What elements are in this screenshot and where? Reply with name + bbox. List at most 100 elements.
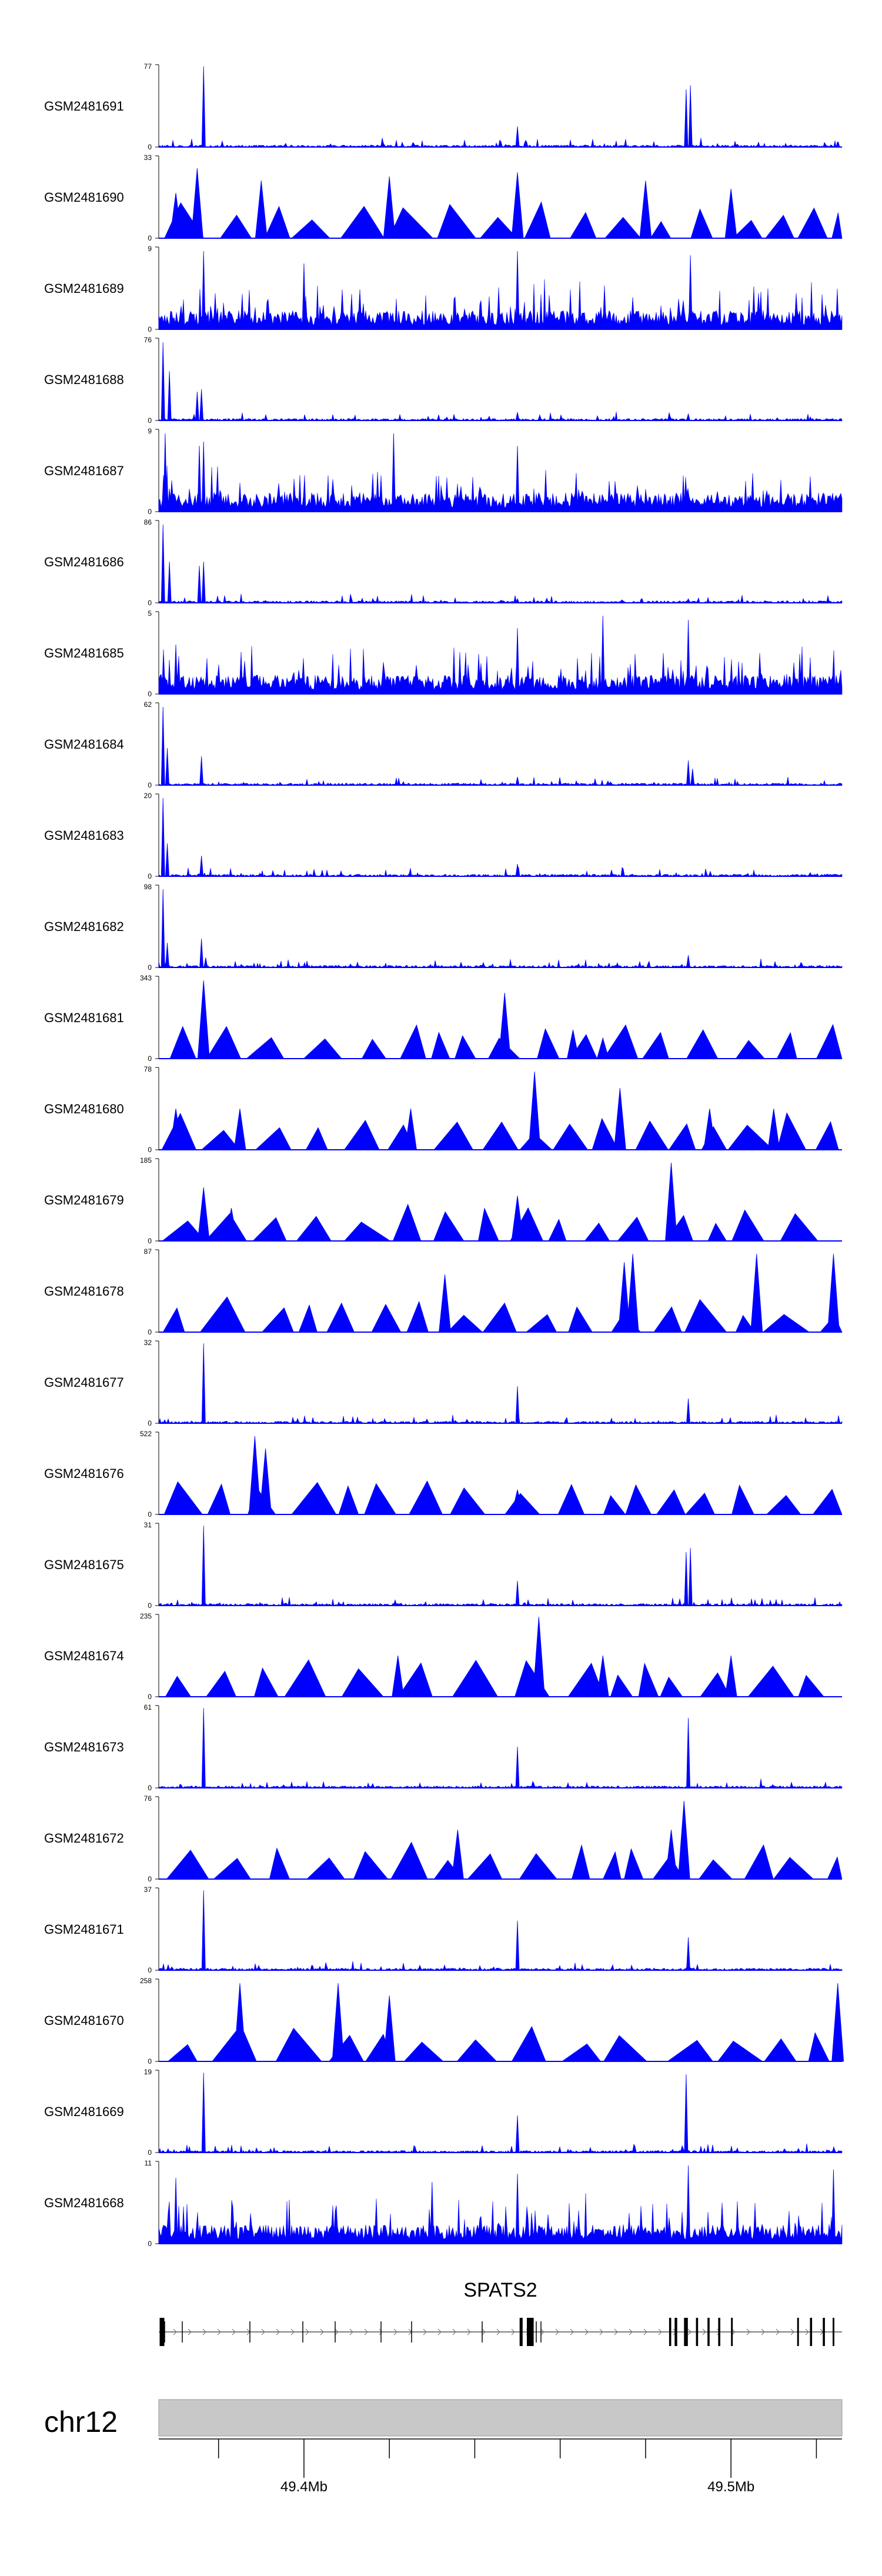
y-axis-min: 0	[148, 2148, 152, 2157]
y-axis-min: 0	[148, 1419, 152, 1427]
y-axis-max: 9	[148, 245, 152, 253]
chromosome-label: chr12	[44, 2405, 118, 2438]
signal-peak	[686, 1717, 690, 1788]
signal-peak	[639, 180, 652, 239]
strand-arrow	[658, 2328, 662, 2335]
track-GSM2481687: GSM2481687 9 0	[44, 427, 843, 516]
signal-peak	[430, 2181, 435, 2244]
track-label: GSM2481673	[44, 1740, 124, 1754]
strand-arrow	[805, 2328, 809, 2335]
track-label: GSM2481681	[44, 1010, 124, 1025]
y-axis-max: 98	[144, 883, 152, 891]
y-axis-max: 62	[144, 700, 152, 709]
strand-arrow	[173, 2328, 177, 2335]
track-GSM2481688: GSM2481688 76 0	[44, 336, 843, 425]
strand-arrow	[335, 2328, 339, 2335]
chromosome-band	[158, 2399, 843, 2437]
signal-peak	[201, 1708, 206, 1788]
signal-peak	[255, 180, 268, 239]
strand-arrow	[467, 2328, 471, 2335]
signal-peak	[528, 1071, 541, 1150]
track-label: GSM2481672	[44, 1831, 124, 1846]
signal-area	[159, 201, 843, 239]
signal-area	[158, 593, 843, 603]
strand-arrow	[261, 2328, 265, 2335]
strand-arrow	[232, 2328, 236, 2335]
signal-peak	[161, 798, 165, 877]
signal-peak	[332, 1983, 345, 2062]
signal-peak	[199, 855, 204, 877]
signal-peak	[161, 706, 165, 786]
track-GSM2481674: GSM2481674 235 0	[44, 1612, 842, 1701]
signal-area	[158, 465, 843, 512]
signal-peak	[498, 992, 511, 1059]
y-axis-min: 0	[148, 1693, 152, 1701]
track-GSM2481669: GSM2481669 19 0	[44, 2068, 843, 2157]
y-axis-min: 0	[148, 1237, 152, 1245]
signal-peak	[248, 1436, 261, 1515]
strand-arrow	[776, 2328, 780, 2335]
strand-arrow	[570, 2328, 574, 2335]
exon	[674, 2318, 677, 2346]
signal-peak	[566, 1029, 579, 1059]
signal-tracks: GSM2481691770GSM2481690330GSM248168990GS…	[44, 62, 844, 2248]
signal-peak	[690, 768, 695, 786]
signal-peak	[750, 1253, 763, 1333]
signal-peak	[532, 1617, 545, 1697]
signal-area	[158, 776, 843, 786]
signal-peak	[831, 1983, 844, 2062]
signal-peak	[302, 263, 306, 330]
track-label: GSM2481678	[44, 1284, 124, 1299]
track-GSM2481679: GSM2481679 185 0	[44, 1156, 842, 1245]
track-GSM2481682: GSM2481682 98 0	[44, 883, 843, 972]
signal-peak	[167, 561, 172, 603]
signal-area	[159, 1659, 842, 1697]
track-label: GSM2481677	[44, 1375, 124, 1390]
track-GSM2481685: GSM2481685 5 0	[44, 609, 843, 698]
y-axis-max: 78	[144, 1065, 152, 1073]
y-axis-max: 11	[145, 2159, 152, 2167]
signal-peak	[515, 251, 520, 330]
signal-peak	[515, 1580, 520, 1606]
track-label: GSM2481676	[44, 1466, 124, 1481]
y-axis-min: 0	[148, 2057, 152, 2066]
track-label: GSM2481683	[44, 828, 124, 843]
signal-peak	[596, 1037, 609, 1059]
strand-arrow	[761, 2328, 765, 2335]
signal-peak	[233, 1983, 246, 2062]
signal-peak	[201, 1526, 206, 1606]
y-axis-min: 0	[148, 963, 152, 972]
strand-arrow	[629, 2328, 633, 2335]
strand-arrow	[393, 2328, 397, 2335]
signal-area	[159, 1841, 843, 1880]
signal-peak	[688, 255, 693, 330]
exon	[527, 2318, 534, 2346]
y-axis-max: 19	[144, 2068, 152, 2076]
signal-peak	[515, 445, 520, 512]
y-axis-min: 0	[148, 1784, 152, 1792]
signal-peak	[201, 561, 206, 603]
y-axis-min: 0	[148, 1146, 152, 1154]
chromosome-ideogram: chr12 49.4Mb 49.5Mb	[44, 2399, 843, 2495]
exon	[718, 2318, 720, 2346]
track-label: GSM2481669	[44, 2104, 124, 2119]
strand-arrow	[217, 2328, 221, 2335]
track-label: GSM2481689	[44, 281, 124, 296]
strand-arrow	[188, 2328, 192, 2335]
y-axis-min: 0	[148, 599, 152, 607]
y-axis-min: 0	[148, 1875, 152, 1883]
signal-peak	[827, 1253, 840, 1333]
signal-peak	[165, 748, 169, 786]
track-label: GSM2481690	[44, 190, 124, 205]
signal-area	[158, 1961, 843, 1971]
signal-peak	[201, 251, 206, 330]
y-axis-min: 0	[148, 2240, 152, 2248]
y-axis-max: 522	[140, 1430, 152, 1438]
axis-tick-label: 49.5Mb	[707, 2479, 754, 2495]
track-GSM2481668: GSM2481668 11 0	[44, 2159, 843, 2248]
signal-area	[159, 1203, 842, 1242]
strand-arrow	[305, 2328, 309, 2335]
track-GSM2481690: GSM2481690 33 0	[44, 154, 843, 242]
y-axis-max: 33	[144, 154, 152, 162]
signal-peak	[688, 85, 693, 148]
